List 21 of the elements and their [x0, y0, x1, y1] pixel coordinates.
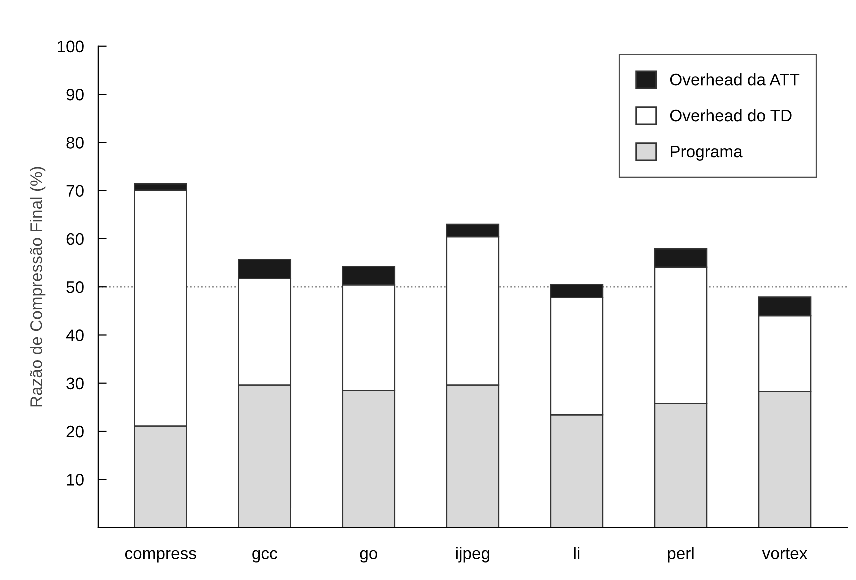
- y-tick-label: 30: [66, 378, 84, 390]
- x-tick-label: li: [574, 547, 580, 560]
- legend-label: Programa: [671, 146, 743, 161]
- legend-label: Overhead do TD: [670, 109, 792, 122]
- y-tick-label: 100: [58, 40, 84, 53]
- y-tick-label: 20: [66, 426, 84, 438]
- x-tick-label: compress: [125, 550, 196, 563]
- y-tick-label: 60: [66, 233, 84, 246]
- y-tick-label: 40: [66, 330, 84, 342]
- x-tick-label: ijpeg: [456, 547, 490, 563]
- x-tick-label: go: [360, 550, 378, 563]
- x-tick-label: vortex: [762, 548, 808, 560]
- x-tick-label: gcc: [252, 550, 278, 563]
- y-tick-label: 50: [66, 282, 84, 294]
- legend-label: Overhead da ATT: [670, 73, 800, 86]
- y-tick-label: 70: [66, 185, 84, 198]
- x-tick-label: perl: [668, 547, 694, 563]
- y-tick-label: 90: [66, 88, 84, 101]
- y-tick-label: 10: [67, 474, 84, 486]
- y-axis-title: Razão de Compressão Final (%): [30, 167, 46, 407]
- y-tick-label: 80: [66, 137, 84, 149]
